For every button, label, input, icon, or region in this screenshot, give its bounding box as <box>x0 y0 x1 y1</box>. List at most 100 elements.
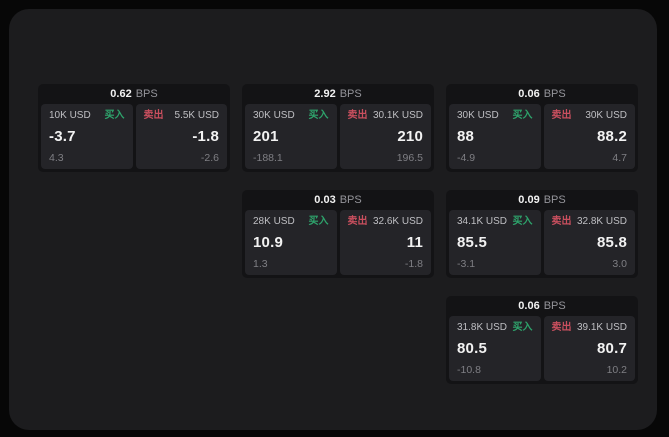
bps-header: 0.06 BPS <box>446 84 638 104</box>
bps-unit-label: BPS <box>543 87 566 100</box>
sell-side-label: 卖出 <box>143 110 164 121</box>
card-body: 28K USD 买入 10.9 1.3 卖出 32.6K USD 11 -1.8 <box>242 210 434 278</box>
buy-tile[interactable]: 30K USD 买入 201 -188.1 <box>245 104 337 169</box>
buy-value: 201 <box>253 128 279 146</box>
sell-value: 210 <box>397 128 423 146</box>
sell-side-label: 卖出 <box>347 110 368 121</box>
sell-tile-top-row: 卖出 30.1K USD <box>348 111 424 121</box>
bps-header: 2.92 BPS <box>242 84 434 104</box>
quote-card: 0.62 BPS 10K USD 买入 -3.7 4.3 卖出 5.5K USD… <box>38 84 230 172</box>
quote-card: 0.03 BPS 28K USD 买入 10.9 1.3 卖出 32.6K US… <box>242 190 434 278</box>
buy-notional: 30K USD <box>457 110 499 121</box>
buy-sub-value: -10.8 <box>457 363 481 376</box>
bps-value: 2.92 <box>314 87 336 100</box>
buy-tile-top-row: 30K USD 买入 <box>253 111 329 121</box>
buy-notional: 34.1K USD <box>457 216 508 227</box>
buy-value: -3.7 <box>49 128 76 146</box>
sell-tile[interactable]: 卖出 30K USD 88.2 4.7 <box>543 104 635 169</box>
buy-sub-value: -188.1 <box>253 151 283 164</box>
sell-tile[interactable]: 卖出 5.5K USD -1.8 -2.6 <box>135 104 227 169</box>
sell-tile-top-row: 卖出 32.8K USD <box>552 217 628 227</box>
buy-value: 10.9 <box>253 234 283 252</box>
quote-card: 2.92 BPS 30K USD 买入 201 -188.1 卖出 30.1K … <box>242 84 434 172</box>
sell-tile-top-row: 卖出 39.1K USD <box>552 323 628 333</box>
card-body: 30K USD 买入 201 -188.1 卖出 30.1K USD 210 1… <box>242 104 434 172</box>
buy-tile-top-row: 30K USD 买入 <box>457 111 533 121</box>
sell-value: 80.7 <box>597 340 627 358</box>
bps-value: 0.03 <box>314 193 336 206</box>
bps-value: 0.06 <box>518 299 540 312</box>
buy-value: 85.5 <box>457 234 487 252</box>
buy-tile-top-row: 34.1K USD 买入 <box>457 217 533 227</box>
sell-notional: 5.5K USD <box>174 110 219 121</box>
sell-notional: 32.8K USD <box>576 216 627 227</box>
bps-header: 0.62 BPS <box>38 84 230 104</box>
buy-side-label: 买入 <box>104 110 125 121</box>
buy-notional: 31.8K USD <box>457 322 508 333</box>
buy-sub-value: -4.9 <box>457 151 476 164</box>
bps-unit-label: BPS <box>135 87 158 100</box>
sell-tile-top-row: 卖出 32.6K USD <box>348 217 424 227</box>
bps-value: 0.06 <box>518 87 540 100</box>
sell-tile[interactable]: 卖出 39.1K USD 80.7 10.2 <box>543 316 635 381</box>
main-panel: 0.62 BPS 10K USD 买入 -3.7 4.3 卖出 5.5K USD… <box>9 9 657 430</box>
sell-tile[interactable]: 卖出 32.6K USD 11 -1.8 <box>339 210 431 275</box>
sell-sub-value: -1.8 <box>404 257 423 270</box>
card-body: 10K USD 买入 -3.7 4.3 卖出 5.5K USD -1.8 -2.… <box>38 104 230 172</box>
bps-unit-label: BPS <box>339 193 362 206</box>
buy-value: 80.5 <box>457 340 487 358</box>
buy-tile-top-row: 28K USD 买入 <box>253 217 329 227</box>
buy-side-label: 买入 <box>512 110 533 121</box>
quote-card: 0.09 BPS 34.1K USD 买入 85.5 -3.1 卖出 32.8K… <box>446 190 638 278</box>
sell-tile-top-row: 卖出 5.5K USD <box>144 111 220 121</box>
buy-side-label: 买入 <box>308 110 329 121</box>
bps-unit-label: BPS <box>543 193 566 206</box>
buy-sub-value: 1.3 <box>253 257 268 270</box>
bps-unit-label: BPS <box>339 87 362 100</box>
cards-grid: 0.62 BPS 10K USD 买入 -3.7 4.3 卖出 5.5K USD… <box>38 84 638 384</box>
buy-tile[interactable]: 34.1K USD 买入 85.5 -3.1 <box>449 210 541 275</box>
sell-side-label: 卖出 <box>347 216 368 227</box>
sell-value: 85.8 <box>597 234 627 252</box>
sell-sub-value: 196.5 <box>396 151 423 164</box>
bps-value: 0.62 <box>110 87 132 100</box>
sell-value: 88.2 <box>597 128 627 146</box>
sell-value: -1.8 <box>192 128 219 146</box>
sell-side-label: 卖出 <box>551 110 572 121</box>
sell-sub-value: 4.7 <box>612 151 627 164</box>
buy-side-label: 买入 <box>308 216 329 227</box>
buy-tile[interactable]: 28K USD 买入 10.9 1.3 <box>245 210 337 275</box>
sell-sub-value: 10.2 <box>606 363 627 376</box>
sell-tile[interactable]: 卖出 32.8K USD 85.8 3.0 <box>543 210 635 275</box>
buy-tile[interactable]: 10K USD 买入 -3.7 4.3 <box>41 104 133 169</box>
sell-side-label: 卖出 <box>551 322 572 333</box>
sell-tile[interactable]: 卖出 30.1K USD 210 196.5 <box>339 104 431 169</box>
card-body: 34.1K USD 买入 85.5 -3.1 卖出 32.8K USD 85.8… <box>446 210 638 278</box>
buy-side-label: 买入 <box>512 322 533 333</box>
sell-notional: 30K USD <box>585 110 627 121</box>
card-body: 30K USD 买入 88 -4.9 卖出 30K USD 88.2 4.7 <box>446 104 638 172</box>
quote-card: 0.06 BPS 30K USD 买入 88 -4.9 卖出 30K USD 8… <box>446 84 638 172</box>
bps-header: 0.09 BPS <box>446 190 638 210</box>
buy-tile-top-row: 31.8K USD 买入 <box>457 323 533 333</box>
bps-header: 0.03 BPS <box>242 190 434 210</box>
buy-side-label: 买入 <box>512 216 533 227</box>
buy-notional: 30K USD <box>253 110 295 121</box>
buy-sub-value: -3.1 <box>457 257 476 270</box>
sell-sub-value: 3.0 <box>612 257 627 270</box>
sell-notional: 32.6K USD <box>372 216 423 227</box>
sell-sub-value: -2.6 <box>200 151 219 164</box>
sell-value: 11 <box>406 234 423 252</box>
buy-tile[interactable]: 31.8K USD 买入 80.5 -10.8 <box>449 316 541 381</box>
buy-sub-value: 4.3 <box>49 151 64 164</box>
buy-notional: 28K USD <box>253 216 295 227</box>
bps-unit-label: BPS <box>543 299 566 312</box>
quote-card: 0.06 BPS 31.8K USD 买入 80.5 -10.8 卖出 39.1… <box>446 296 638 384</box>
buy-tile[interactable]: 30K USD 买入 88 -4.9 <box>449 104 541 169</box>
bps-header: 0.06 BPS <box>446 296 638 316</box>
card-body: 31.8K USD 买入 80.5 -10.8 卖出 39.1K USD 80.… <box>446 316 638 384</box>
buy-value: 88 <box>457 128 475 146</box>
sell-notional: 39.1K USD <box>576 322 627 333</box>
sell-tile-top-row: 卖出 30K USD <box>552 111 628 121</box>
